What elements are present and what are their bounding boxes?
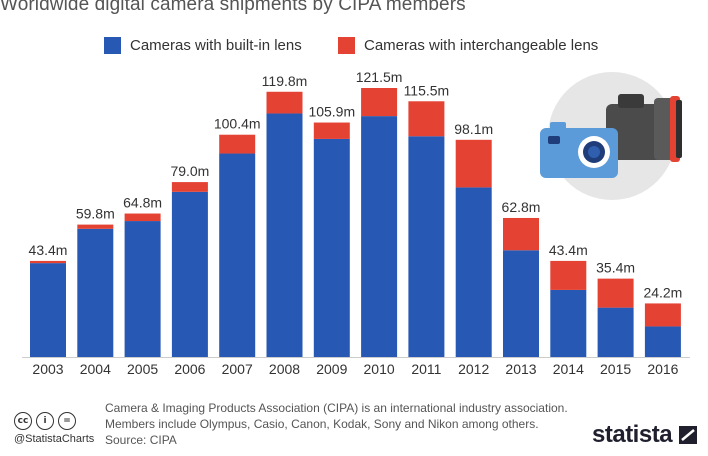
- bar-2016-interchangeable: [644, 303, 681, 327]
- data-label-2012: 98.1m: [454, 121, 493, 137]
- bar-2011-interchangeable: [408, 101, 445, 137]
- data-label-2003: 43.4m: [29, 242, 68, 258]
- attribution-icon: i: [36, 412, 54, 430]
- footer-note-line1: Camera & Imaging Products Association (C…: [105, 401, 568, 415]
- x-tick-label-2012: 2012: [458, 361, 489, 377]
- bar-2004-built-in: [77, 228, 114, 357]
- bar-2011-built-in: [408, 136, 445, 357]
- x-tick-label-2016: 2016: [647, 361, 678, 377]
- bar-2008-interchangeable: [266, 91, 303, 114]
- bar-2003-built-in: [30, 263, 66, 357]
- data-label-2006: 79.0m: [170, 163, 209, 179]
- bar-2014-interchangeable: [550, 260, 587, 290]
- bar-2008-built-in: [266, 113, 303, 357]
- data-label-2007: 100.4m: [214, 116, 261, 132]
- bar-2015-built-in: [597, 307, 634, 357]
- bar-2005-built-in: [124, 221, 161, 357]
- bar-2005-interchangeable: [124, 213, 161, 222]
- statista-logo[interactable]: statista: [592, 421, 673, 448]
- statista-logo-mark-icon: [679, 426, 697, 444]
- bar-2004-interchangeable: [77, 224, 114, 229]
- data-label-2008: 119.8m: [262, 73, 308, 89]
- footer-note: Camera & Imaging Products Association (C…: [105, 400, 585, 448]
- x-tick-label-2009: 2009: [316, 361, 347, 377]
- data-label-2010: 121.5m: [356, 69, 403, 85]
- no-derivatives-icon: =: [58, 412, 76, 430]
- bar-2003-interchangeable: [30, 260, 66, 264]
- x-tick-label-2007: 2007: [222, 361, 253, 377]
- bar-2009-interchangeable: [313, 122, 350, 139]
- data-label-2016: 24.2m: [643, 284, 682, 300]
- bar-2013-interchangeable: [503, 217, 539, 251]
- x-tick-label-2014: 2014: [553, 361, 584, 377]
- bar-2012-built-in: [455, 187, 492, 357]
- bar-2015-interchangeable: [597, 278, 634, 308]
- bar-2014-built-in: [550, 289, 587, 357]
- bar-2010-interchangeable: [361, 88, 398, 117]
- data-label-2014: 43.4m: [549, 242, 588, 258]
- bar-2007-built-in: [219, 153, 256, 357]
- cc-icon: cc: [14, 412, 32, 430]
- x-tick-label-2003: 2003: [32, 361, 63, 377]
- bar-2009-built-in: [313, 138, 350, 357]
- bar-2006-built-in: [171, 191, 208, 357]
- legend-label-interchangeable: Cameras with interchangeable lens: [364, 37, 599, 54]
- bar-2013-built-in: [503, 250, 539, 357]
- data-label-2011: 115.5m: [404, 82, 450, 98]
- x-tick-label-2011: 2011: [411, 361, 441, 377]
- data-label-2004: 59.8m: [76, 206, 115, 222]
- bar-2006-interchangeable: [171, 182, 208, 192]
- data-label-2005: 64.8m: [123, 195, 162, 211]
- x-tick-label-2005: 2005: [127, 361, 158, 377]
- x-tick-label-2015: 2015: [600, 361, 631, 377]
- chart-title: Worldwide digital camera shipments by CI…: [0, 0, 466, 15]
- data-label-2013: 62.8m: [502, 199, 541, 215]
- data-label-2015: 35.4m: [596, 260, 635, 276]
- bar-2016-built-in: [644, 326, 681, 357]
- x-tick-label-2004: 2004: [80, 361, 111, 377]
- camera-illustration: [536, 70, 696, 215]
- twitter-handle[interactable]: @StatistaCharts: [14, 433, 95, 445]
- legend-swatch-interchangeable: [338, 37, 355, 54]
- bar-2010-built-in: [361, 116, 398, 357]
- data-label-2009: 105.9m: [308, 104, 355, 120]
- x-tick-label-2010: 2010: [364, 361, 395, 377]
- bar-2007-interchangeable: [219, 134, 256, 154]
- x-tick-label-2006: 2006: [174, 361, 205, 377]
- stacked-bar-chart: 43.4m 2003 59.8m 2004 64.8m 2005 79.0m 2006 100.…: [22, 69, 690, 377]
- bar-2012-interchangeable: [455, 139, 492, 188]
- legend-swatch-built-in: [104, 37, 121, 54]
- x-tick-label-2008: 2008: [269, 361, 300, 377]
- x-tick-label-2013: 2013: [505, 361, 536, 377]
- legend-label-built-in: Cameras with built-in lens: [130, 37, 302, 54]
- footer-note-line2: Members include Olympus, Casio, Canon, K…: [105, 417, 539, 431]
- footer-source: Source: CIPA: [105, 433, 177, 447]
